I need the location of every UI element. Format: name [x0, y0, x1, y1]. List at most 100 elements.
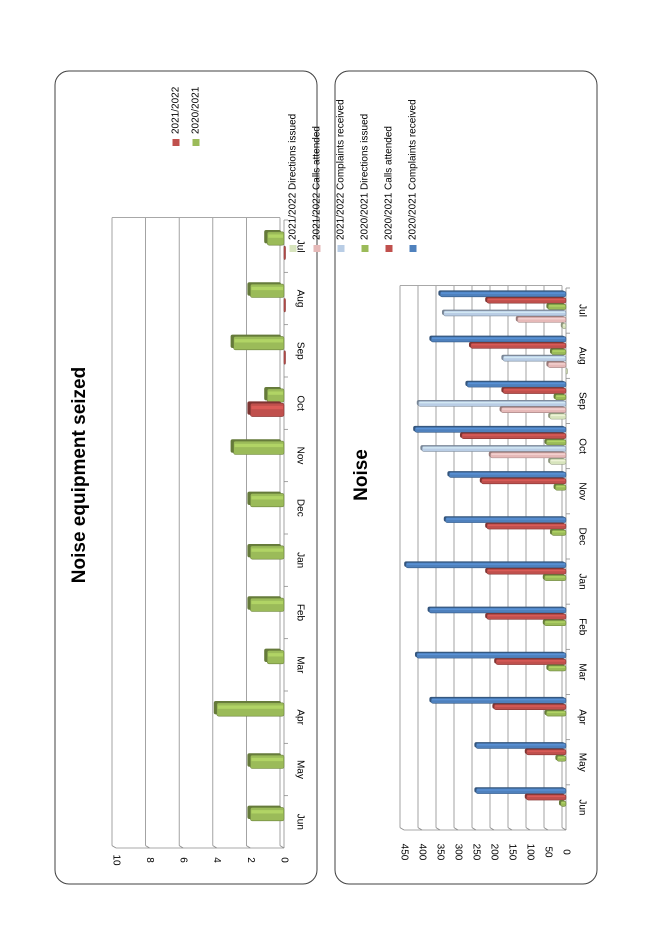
bar — [475, 742, 567, 749]
bar — [526, 749, 567, 756]
bar — [545, 710, 567, 717]
bar — [562, 323, 567, 330]
bar-highlight — [561, 802, 565, 804]
bar-highlight — [549, 305, 565, 307]
category-label: Sep — [294, 342, 305, 360]
bar-highlight — [234, 339, 283, 343]
bar-highlight — [496, 660, 565, 662]
bar — [545, 439, 567, 446]
category-label: Jul — [576, 304, 587, 317]
category-label: Jan — [576, 574, 587, 590]
bar — [495, 658, 567, 665]
bar — [428, 607, 567, 614]
bar-highlight — [251, 405, 283, 410]
value-tick-label: 350 — [434, 844, 445, 861]
bar-highlight — [406, 563, 565, 565]
bar — [250, 545, 285, 560]
bar-highlight — [545, 576, 565, 578]
legend-swatch — [192, 139, 200, 146]
bar-highlight — [487, 569, 565, 572]
value-tick-label: 0 — [560, 849, 571, 855]
bar-highlight — [552, 350, 565, 352]
bar — [486, 568, 567, 575]
legend-swatch — [385, 245, 393, 252]
bar — [414, 426, 567, 433]
bar — [470, 342, 567, 349]
category-label: Feb — [576, 618, 587, 636]
bar — [517, 316, 567, 323]
category-label: Jul — [294, 240, 305, 253]
chart-panel-equipment — [54, 70, 318, 885]
chart-noise: 0 50 100 150 200 250 300 350 400 450 Jul Aug Sep Oct N… — [288, 99, 588, 860]
chart-title: Noise — [351, 449, 372, 501]
bar — [283, 350, 286, 365]
value-tick-label: 450 — [398, 844, 409, 861]
category-label: Mar — [576, 663, 587, 681]
value-tick-label: 0 — [278, 857, 289, 863]
bar-highlight — [462, 434, 565, 436]
bar-highlight — [487, 615, 565, 617]
bar-highlight — [550, 414, 565, 417]
bar — [493, 703, 567, 710]
category-label: Jun — [294, 814, 305, 830]
bar — [560, 800, 567, 807]
bar — [551, 349, 567, 356]
bar — [461, 432, 567, 439]
value-tick-label: 200 — [488, 844, 499, 861]
bar-highlight — [450, 473, 565, 475]
value-tick-label: 400 — [416, 844, 427, 861]
legend-label: 2021/2022 Calls attended — [312, 126, 323, 240]
category-label: Jun — [576, 799, 587, 815]
value-tick-label: 2 — [245, 857, 256, 863]
bar-highlight — [432, 337, 565, 339]
bar — [250, 493, 285, 508]
bar — [250, 402, 285, 417]
bar-highlight — [268, 234, 283, 238]
value-tick-label: 100 — [524, 844, 535, 861]
bar — [486, 613, 567, 620]
bar — [266, 388, 285, 403]
bar — [481, 478, 567, 485]
bar — [448, 471, 567, 478]
bar-highlight — [432, 698, 565, 701]
bar-highlight — [419, 401, 565, 404]
bar-highlight — [527, 750, 565, 752]
bar — [233, 440, 285, 455]
bar-highlight — [417, 653, 565, 656]
bar-highlight — [504, 356, 565, 359]
bar — [405, 562, 567, 569]
bar-highlight — [558, 756, 565, 759]
bar — [549, 413, 567, 420]
category-label: Apr — [294, 709, 305, 725]
bar-highlight — [556, 395, 565, 397]
category-label: Sep — [576, 392, 587, 410]
bar — [216, 702, 285, 717]
bar-highlight — [547, 711, 565, 714]
bar-highlight — [482, 479, 565, 481]
value-tick-label: 4 — [211, 857, 222, 863]
bar-highlight — [268, 391, 283, 395]
bar — [421, 445, 567, 452]
legend-swatch — [289, 245, 297, 252]
bar-highlight — [549, 363, 565, 365]
bar — [554, 394, 567, 401]
bar-highlight — [430, 608, 565, 610]
gridline-floor — [111, 845, 117, 849]
bar — [490, 452, 567, 459]
bar — [526, 794, 567, 801]
bar — [430, 697, 567, 704]
bar-highlight — [545, 621, 565, 623]
value-tick-label: 8 — [144, 857, 155, 863]
bar — [250, 283, 285, 298]
category-label: Oct — [294, 395, 305, 411]
bar-highlight — [441, 292, 565, 294]
bar-highlight — [251, 548, 283, 552]
bar-highlight — [415, 427, 565, 430]
bar — [418, 400, 567, 407]
bar-highlight — [468, 382, 565, 385]
category-label: Jan — [294, 552, 305, 568]
bar — [283, 298, 286, 313]
category-label: Mar — [294, 656, 305, 674]
bar — [266, 231, 285, 246]
